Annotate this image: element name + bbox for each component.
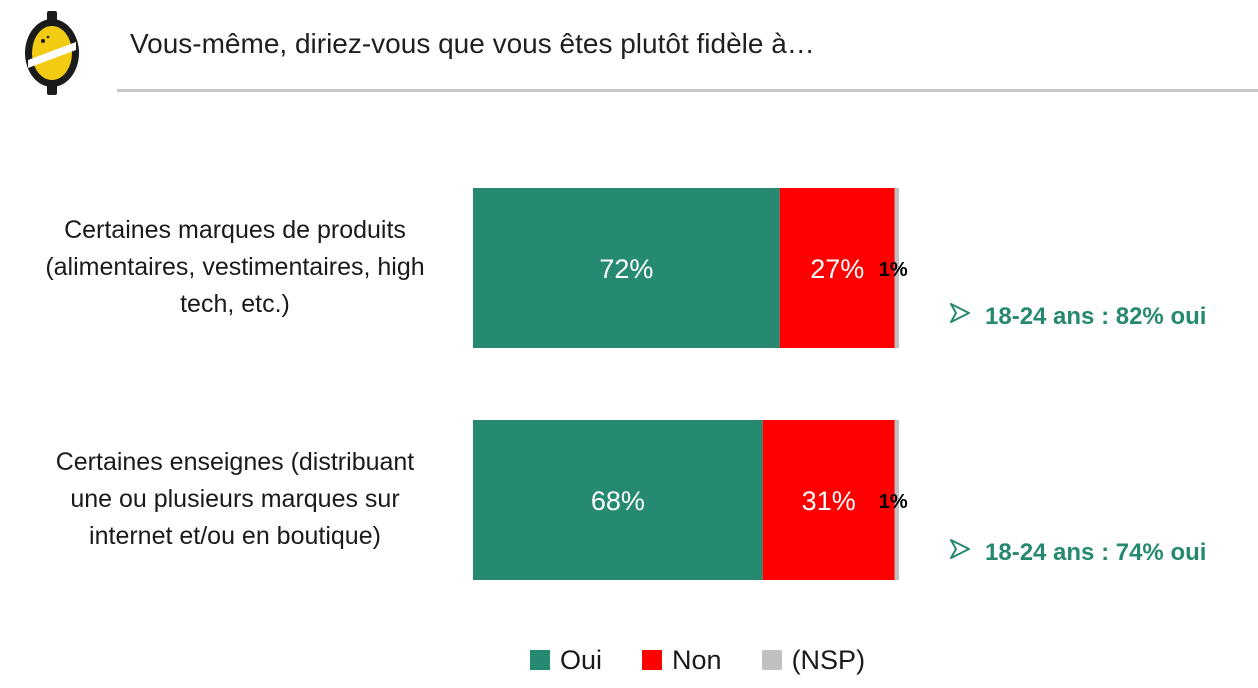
- bar-segment-non: [762, 420, 895, 580]
- arrow-right-icon: [950, 303, 970, 323]
- arrow-right-icon: [950, 539, 970, 559]
- legend-swatch-nsp: [761, 650, 782, 670]
- legend-label: Non: [672, 644, 722, 675]
- legend-label: Oui: [560, 644, 603, 675]
- category-label-line: (alimentaires, vestimentaires, high: [45, 253, 425, 281]
- bar-segment-oui: [473, 420, 763, 580]
- title-divider: [117, 89, 1258, 92]
- lemon-logo-icon: [25, 11, 79, 95]
- data-label: 68%: [591, 486, 645, 516]
- bar-segment-non: [779, 188, 895, 348]
- category-label-line: une ou plusieurs marques sur: [70, 485, 400, 513]
- legend-label: (NSP): [791, 644, 866, 675]
- bar-segment-nsp: [894, 188, 899, 348]
- category-label-line: Certaines enseignes (distribuant: [55, 448, 415, 476]
- category-label-line: Certaines marques de produits: [64, 216, 406, 244]
- legend-item-nsp: (NSP): [761, 644, 866, 676]
- category-label-line: internet et/ou en boutique): [89, 522, 381, 550]
- annotation-text: 18-24 ans : 74% oui: [985, 539, 1207, 566]
- data-label: 31%: [802, 486, 856, 516]
- data-label: 27%: [810, 254, 864, 284]
- category-label-line: tech, etc.): [180, 290, 290, 318]
- data-label: 72%: [599, 254, 653, 284]
- bar-segment-oui: [473, 188, 780, 348]
- chart-legend: Oui Non (NSP): [530, 644, 905, 676]
- page-title: Vous-même, diriez-vous que vous êtes plu…: [130, 28, 815, 59]
- data-label: 1%: [879, 491, 908, 513]
- legend-swatch-non: [642, 650, 663, 670]
- legend-item-oui: Oui: [530, 645, 602, 676]
- annotation-text: 18-24 ans : 82% oui: [985, 303, 1207, 330]
- category-label: Certaines enseignes (distribuant une ou …: [20, 444, 450, 555]
- annotation: 18-24 ans : 74% oui: [945, 538, 1206, 567]
- legend-swatch-oui: [530, 650, 550, 670]
- category-label: Certaines marques de produits (alimentai…: [20, 212, 450, 323]
- bar-segment-nsp: [894, 420, 899, 580]
- legend-item-non: Non: [642, 645, 722, 676]
- annotation: 18-24 ans : 82% oui: [945, 302, 1206, 331]
- data-label: 1%: [879, 259, 908, 281]
